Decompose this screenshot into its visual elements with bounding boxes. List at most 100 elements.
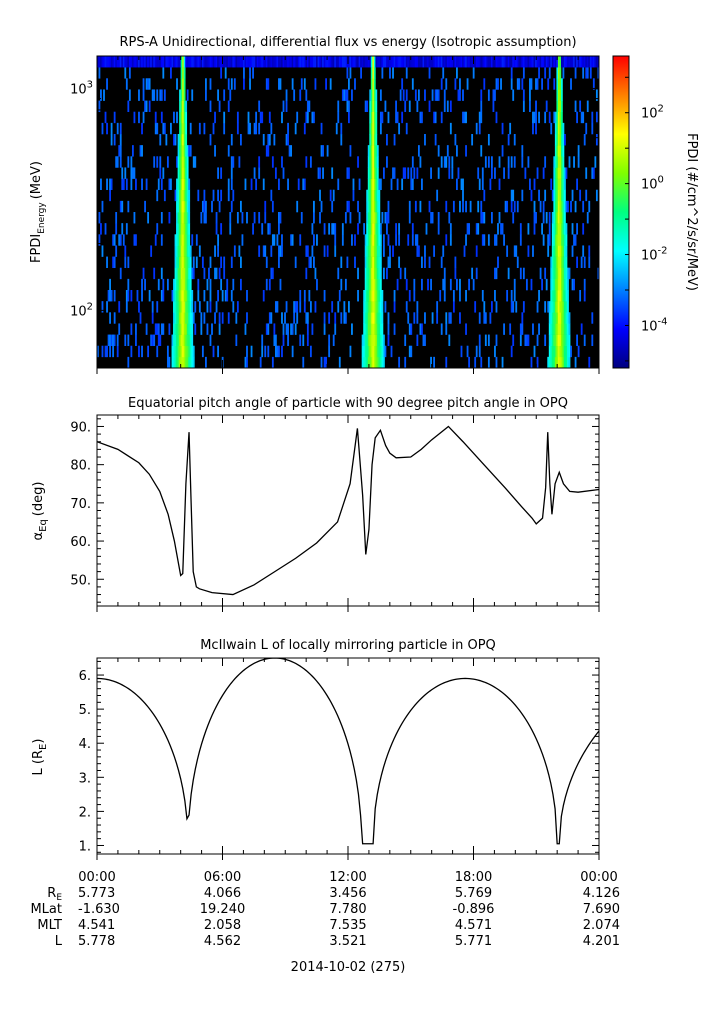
- spectrogram-cell: [375, 200, 378, 213]
- spectrogram-cell: [560, 167, 563, 179]
- spectrogram-cell: [393, 290, 396, 302]
- spectrogram-cell: [501, 356, 504, 368]
- spectrogram-cell: [567, 200, 569, 213]
- spectrogram-cell: [159, 156, 162, 168]
- spectrogram-cell: [398, 234, 401, 246]
- spectrogram-cell: [367, 178, 370, 191]
- spectrogram-cell: [177, 301, 180, 313]
- spectrogram-cell: [349, 56, 352, 68]
- spectrogram-cell: [279, 245, 282, 257]
- spectrogram-cell: [246, 312, 248, 324]
- spectrogram-cell: [372, 189, 375, 202]
- spectrogram-cell: [367, 189, 370, 202]
- spectrogram-cell: [564, 334, 566, 347]
- spectrogram-cell: [230, 78, 233, 90]
- spectrogram-cell: [183, 100, 186, 113]
- spectrogram-cell: [183, 167, 186, 179]
- spectrogram-cell: [451, 156, 454, 168]
- spectrogram-cell: [165, 56, 168, 68]
- spectrogram-cell: [118, 145, 121, 157]
- spectrogram-cell: [174, 290, 177, 302]
- spectrogram-cell: [323, 312, 326, 324]
- spectrogram-cell: [201, 345, 204, 358]
- spectrogram-cell: [144, 56, 146, 68]
- spectrogram-cell: [553, 56, 556, 68]
- spectrogram-cell: [151, 334, 154, 347]
- spectrogram-cell: [361, 345, 364, 358]
- spectrogram-cell: [182, 145, 185, 157]
- spectrogram-cell: [425, 56, 428, 68]
- spectrogram-cell: [271, 156, 274, 168]
- spectrogram-cell: [490, 156, 493, 168]
- spectrogram-cell: [282, 334, 285, 347]
- spectrogram-cell: [305, 56, 308, 68]
- spectrogram-cell: [182, 56, 185, 68]
- spectrogram-cell: [389, 67, 391, 79]
- spectrogram-cell: [182, 78, 185, 90]
- spectrogram-cell: [597, 67, 599, 79]
- pitch-angle-y-axis-label: αEq(deg): [31, 482, 49, 541]
- spectrogram-cell: [268, 134, 271, 146]
- spectrogram-cell: [130, 290, 133, 302]
- spectrogram-cell: [183, 278, 186, 291]
- spectrogram-cell: [507, 267, 510, 280]
- spectrogram-cell: [366, 301, 369, 313]
- spectrogram-cell: [296, 312, 299, 324]
- spectrogram-cell: [495, 56, 498, 68]
- spectrogram-cell: [474, 301, 477, 313]
- spectrogram-cell: [559, 134, 562, 146]
- spectrogram-cell: [131, 145, 134, 157]
- spectrogram-cell: [215, 212, 218, 224]
- spectrogram-cell: [264, 212, 267, 224]
- spectrogram-cell: [565, 267, 568, 280]
- spectrogram-cell: [445, 356, 448, 368]
- spectrogram-cell: [160, 267, 163, 280]
- spectrogram-cell: [334, 323, 337, 335]
- spectrogram-cell: [270, 122, 273, 135]
- mcilwain-l-y-ticks: 1.2.3.4.5.6.: [79, 660, 599, 854]
- spectrogram-cell: [557, 89, 560, 101]
- spectrogram-cell: [159, 167, 162, 179]
- spectrogram-cell: [367, 245, 370, 257]
- spectrogram-cell: [554, 122, 557, 135]
- spectrogram-cell: [182, 178, 185, 191]
- spectrogram-cell: [176, 156, 178, 168]
- spectrogram-cell: [557, 78, 560, 90]
- spectrogram-cell: [206, 323, 209, 335]
- spectrogram-cell: [536, 356, 539, 368]
- spectrogram-cell: [176, 178, 178, 191]
- spectrogram-cell: [325, 78, 327, 90]
- spectrogram-cell: [261, 345, 264, 358]
- spectrogram-cell: [535, 100, 537, 113]
- spectrogram-cell: [323, 245, 326, 257]
- spectrogram-cell: [249, 78, 251, 90]
- spectrogram-cell: [369, 189, 372, 202]
- spectrogram-cell: [180, 267, 183, 280]
- ephemeris-value: 7.780: [329, 902, 366, 917]
- spectrogram-cell: [185, 334, 188, 347]
- spectrogram-cell: [562, 312, 565, 324]
- spectrogram-cell: [252, 67, 254, 79]
- spectrogram-cell: [529, 89, 531, 101]
- spectrogram-cell: [565, 223, 568, 235]
- spectrogram-cell: [369, 100, 372, 113]
- spectrogram-cell: [404, 167, 407, 179]
- spectrogram-cell: [522, 301, 525, 313]
- spectrogram-cell: [215, 223, 218, 235]
- spectrogram-cell: [556, 145, 559, 157]
- spectrogram-cell: [564, 234, 566, 246]
- spectrogram-cell: [258, 167, 261, 179]
- spectrogram-cell: [560, 245, 563, 257]
- spectrogram-cell: [556, 323, 559, 335]
- spectrogram-cell: [192, 256, 195, 269]
- spectrogram-cell: [431, 89, 434, 101]
- spectrogram-cell: [208, 267, 210, 280]
- spectrogram-cell: [183, 312, 186, 324]
- spectrogram-cell: [179, 134, 181, 146]
- spectrogram-cell: [366, 334, 369, 347]
- spectrogram-cell: [497, 223, 499, 235]
- spectrogram-cell: [522, 67, 525, 79]
- spectrogram-cell: [107, 56, 110, 68]
- spectrogram-cell: [586, 212, 589, 224]
- spectrogram-cell: [370, 78, 373, 90]
